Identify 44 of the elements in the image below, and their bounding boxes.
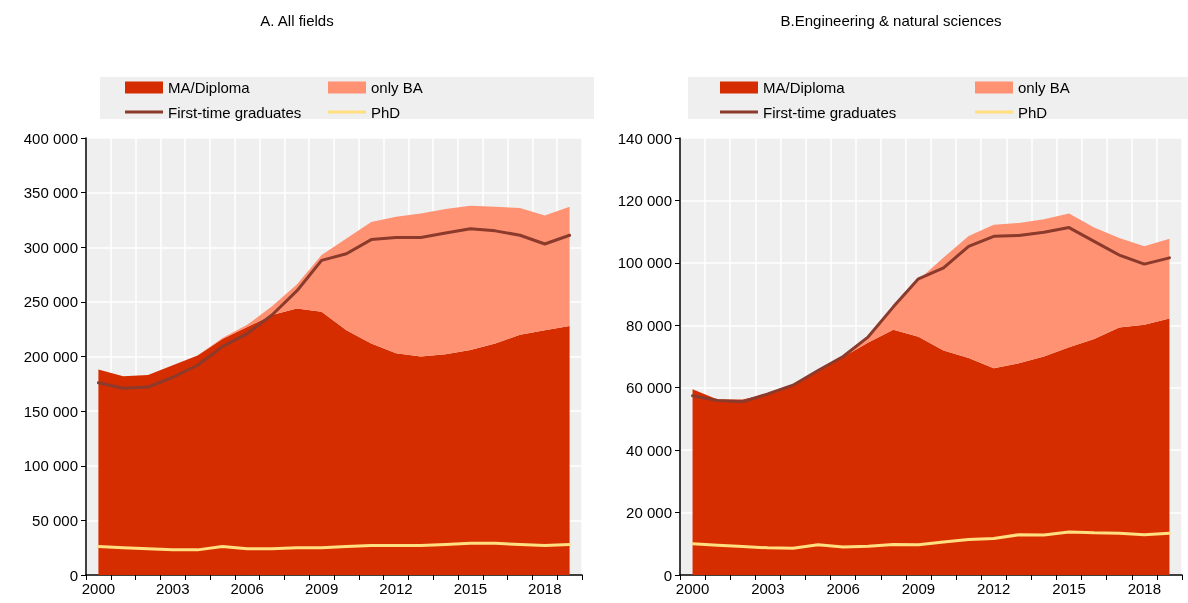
x-tick-label: 2009 xyxy=(304,580,339,597)
x-tick-label: 2018 xyxy=(1127,580,1162,597)
x-tick-label: 2000 xyxy=(675,580,710,597)
y-tick-label: 140 000 xyxy=(617,129,672,147)
legend-label: First-time graduates xyxy=(168,103,302,121)
y-tick-label: 20 000 xyxy=(626,504,672,522)
y-tick-label: 350 000 xyxy=(23,184,78,202)
x-tick-label: 2000 xyxy=(81,580,116,597)
x-tick-label: 2003 xyxy=(156,580,190,597)
chart-title: B.Engineering & natural sciences xyxy=(780,12,1002,29)
legend-label: MA/Diploma xyxy=(168,79,251,96)
y-tick-label: 250 000 xyxy=(23,293,78,311)
y-tick-label: 50 000 xyxy=(32,511,78,529)
y-tick-label: 100 000 xyxy=(617,254,672,272)
legend-label: PhD xyxy=(371,103,401,121)
x-tick-label: 2012 xyxy=(379,580,413,597)
y-tick-label: 200 000 xyxy=(23,348,78,365)
x-tick-label: 2006 xyxy=(230,580,264,597)
x-tick-label: 2018 xyxy=(528,580,562,597)
y-tick-label: 300 000 xyxy=(23,238,78,256)
x-tick-label: 2015 xyxy=(1052,580,1086,597)
x-tick-label: 2009 xyxy=(901,580,936,597)
x-tick-label: 2006 xyxy=(826,580,860,597)
x-tick-label: 2003 xyxy=(751,580,785,597)
y-tick-label: 0 xyxy=(69,566,78,584)
legend-label: First-time graduates xyxy=(763,103,897,121)
y-tick-label: 150 000 xyxy=(23,402,78,420)
y-tick-label: 80 000 xyxy=(626,316,672,334)
y-tick-label: 40 000 xyxy=(626,441,672,459)
x-tick-label: 2015 xyxy=(453,580,488,597)
line-series xyxy=(96,541,572,552)
legend-label: only BA xyxy=(371,79,423,96)
y-tick-label: 400 000 xyxy=(23,129,78,147)
legend-label: MA/Diploma xyxy=(763,79,846,96)
line-series xyxy=(691,530,1171,550)
y-tick-label: 100 000 xyxy=(23,457,78,475)
chart-title: A. All fields xyxy=(260,12,334,29)
y-tick-label: 0 xyxy=(663,566,672,584)
y-tick-label: 60 000 xyxy=(626,379,672,397)
legend-label: PhD xyxy=(1018,103,1048,121)
y-tick-label: 120 000 xyxy=(617,191,672,209)
x-tick-label: 2012 xyxy=(977,580,1011,597)
legend-label: only BA xyxy=(1018,79,1070,96)
line-series xyxy=(96,227,572,390)
